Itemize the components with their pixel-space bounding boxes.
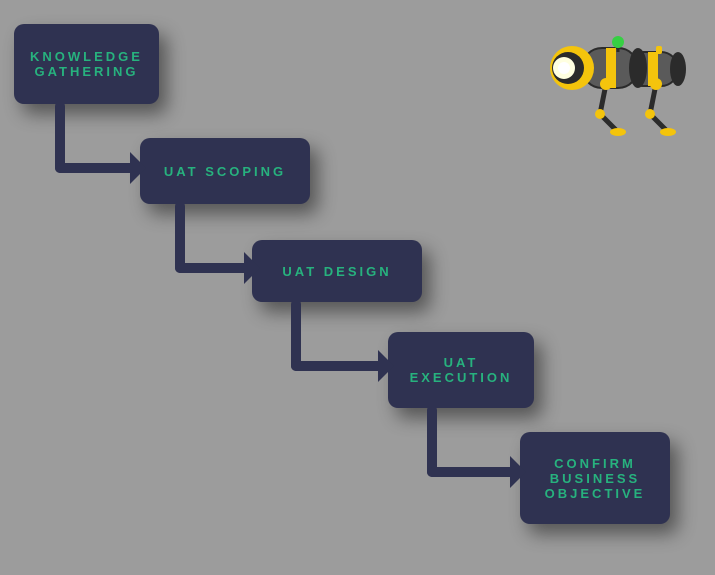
flow-arrow-n3-n4 (276, 300, 398, 386)
flow-arrow-n1-n2 (40, 102, 150, 188)
canvas: KNOWLEDGE GATHERING UAT SCOPING UAT DESIGN… (0, 0, 715, 575)
flow-node-n2: UAT SCOPING (140, 138, 310, 204)
flow-node-n4: UAT EXECUTION (388, 332, 534, 408)
flow-node-n5: CONFIRM BUSINESS OBJECTIVE (520, 432, 670, 524)
flow-arrow-n4-n5 (412, 406, 530, 492)
flow-arrow-n2-n3 (160, 202, 264, 288)
flow-node-n1: KNOWLEDGE GATHERING (14, 24, 159, 104)
robot-icon (528, 22, 696, 142)
flow-node-n3: UAT DESIGN (252, 240, 422, 302)
